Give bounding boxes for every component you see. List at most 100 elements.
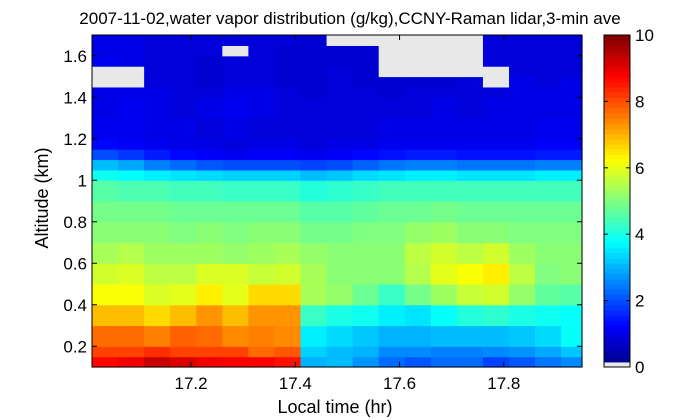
colorbar-swatch: [604, 92, 630, 98]
heatmap-cell: [456, 169, 484, 181]
heatmap-cell: [300, 66, 328, 78]
heatmap-cell: [430, 263, 458, 285]
heatmap-cell: [274, 118, 302, 140]
heatmap-cell: [561, 45, 583, 57]
heatmap-cell: [170, 149, 197, 161]
heatmap-cell: [196, 97, 223, 119]
colorbar-swatch: [604, 221, 630, 228]
colorbar-swatch: [604, 351, 630, 358]
colorbar-swatch: [604, 284, 630, 290]
colorbar-tick-label: 2: [635, 292, 644, 311]
heatmap-cell: [196, 86, 223, 98]
heatmap-cell: [404, 346, 432, 358]
heatmap-cell: [352, 325, 380, 347]
heatmap-cell: [404, 138, 432, 150]
heatmap-cell: [430, 201, 458, 223]
heatmap-cell: [378, 242, 406, 264]
colorbar-swatch: [604, 35, 630, 41]
heatmap-cell: [561, 346, 583, 358]
heatmap-cell: [248, 45, 276, 57]
heatmap-cell: [326, 284, 354, 306]
heatmap-cell: [196, 356, 223, 368]
heatmap-cell: [352, 159, 380, 171]
heatmap-cell: [352, 221, 380, 244]
y-tick-label: 1.4: [63, 88, 87, 107]
heatmap-cell: [430, 55, 458, 67]
heatmap-cell: [535, 45, 562, 57]
colorbar-swatch: [604, 45, 630, 52]
heatmap-cell: [274, 284, 302, 306]
heatmap-cell: [352, 284, 380, 306]
heatmap-cell: [326, 325, 354, 347]
heatmap-cell: [170, 201, 197, 223]
heatmap-cell: [509, 325, 536, 347]
heatmap-cell: [144, 149, 171, 161]
heatmap-cell: [118, 346, 145, 358]
heatmap-cell: [378, 356, 406, 368]
heatmap-cell: [118, 149, 145, 161]
heatmap-cell: [300, 325, 328, 347]
heatmap-cell: [378, 35, 406, 46]
colorbar-swatch: [604, 237, 630, 244]
colorbar-swatch: [604, 268, 630, 275]
heatmap-cell: [456, 221, 484, 244]
heatmap-cell: [378, 346, 406, 358]
heatmap-cell: [144, 221, 171, 244]
heatmap-cell: [118, 242, 145, 264]
heatmap-cell: [326, 66, 354, 78]
heatmap-cell: [222, 66, 249, 78]
heatmap-cell: [352, 180, 380, 202]
colorbar-swatch: [604, 320, 630, 327]
heatmap-cell: [561, 242, 583, 264]
heatmap-cell: [378, 76, 406, 88]
heatmap-cell: [196, 180, 223, 202]
colorbar-swatch: [604, 346, 630, 353]
heatmap-cell: [300, 221, 328, 244]
heatmap-cell: [144, 201, 171, 223]
heatmap-cell: [248, 180, 276, 202]
heatmap-cell: [300, 138, 328, 150]
colorbar-tick-label: 6: [635, 159, 644, 178]
heatmap-cell: [118, 45, 145, 57]
heatmap-cell: [300, 169, 328, 181]
heatmap-cell: [509, 86, 536, 98]
heatmap-cell: [535, 97, 562, 119]
heatmap-cell: [404, 159, 432, 171]
heatmap-cell: [430, 66, 458, 78]
heatmap-cell: [144, 118, 171, 140]
heatmap-cell: [118, 304, 145, 327]
heatmap-cell: [561, 97, 583, 119]
heatmap-cell: [456, 66, 484, 78]
heatmap-cell: [326, 159, 354, 171]
heatmap-cell: [196, 242, 223, 264]
heatmap-cell: [561, 201, 583, 223]
heatmap-cell: [144, 180, 171, 202]
heatmap-cell: [456, 86, 484, 98]
heatmap-cell: [456, 55, 484, 67]
heatmap-cell: [170, 346, 197, 358]
heatmap-cell: [170, 180, 197, 202]
heatmap-cell: [326, 201, 354, 223]
colorbar-swatch: [604, 66, 630, 72]
heatmap-cell: [352, 35, 380, 46]
heatmap-cell: [222, 284, 249, 306]
heatmap-cell: [170, 159, 197, 171]
heatmap-cell: [535, 221, 562, 244]
heatmap-cell: [404, 76, 432, 88]
heatmap-cell: [196, 76, 223, 88]
heatmap-cell: [170, 304, 197, 327]
heatmap-cell: [144, 35, 171, 46]
heatmap-cell: [274, 263, 302, 285]
heatmap-cell: [561, 66, 583, 78]
colorbar-swatch: [604, 97, 630, 104]
heatmap-cell: [482, 201, 510, 223]
heatmap-cell: [248, 76, 276, 88]
heatmap-cell: [561, 86, 583, 98]
heatmap-cell: [222, 149, 249, 161]
colorbar-swatch: [604, 201, 630, 207]
heatmap-cell: [535, 35, 562, 46]
heatmap-cell: [326, 180, 354, 202]
colorbar-frame: [603, 34, 631, 368]
heatmap-cell: [196, 66, 223, 78]
heatmap-cell: [535, 159, 562, 171]
